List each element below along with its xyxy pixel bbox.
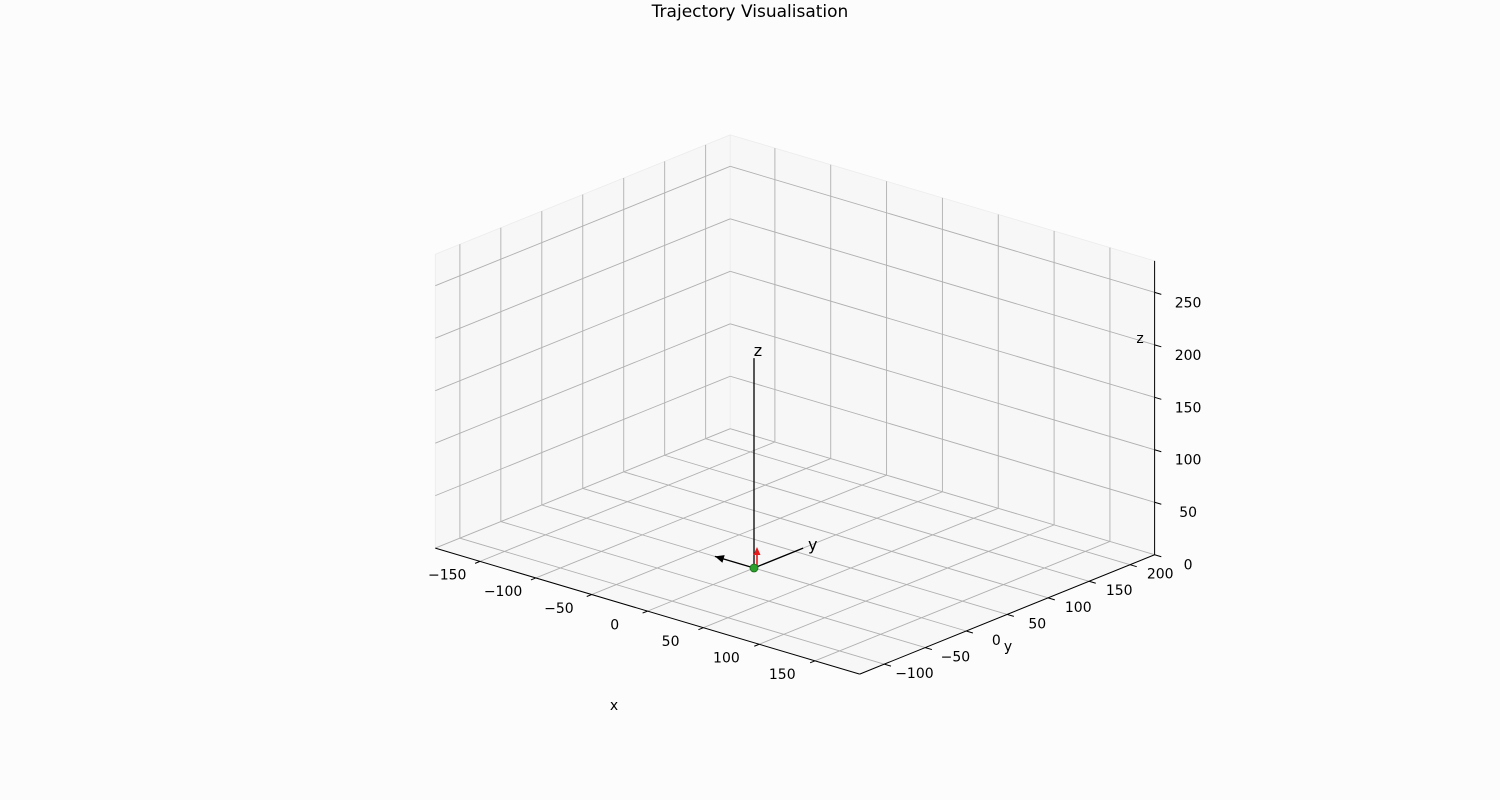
gridline-z-side xyxy=(435,323,731,444)
z-tick-mark xyxy=(1154,396,1162,400)
y-axis-label: y xyxy=(1004,639,1012,655)
y-tick-mark xyxy=(925,647,933,651)
y-tick-mark xyxy=(966,630,974,634)
y-tick-mark xyxy=(1088,580,1096,584)
gridline-y-floor xyxy=(500,521,926,649)
heading-arrow-head xyxy=(753,547,761,556)
y-tick-label: −50 xyxy=(941,650,971,666)
z-tick-mark xyxy=(1154,344,1162,348)
x-tick-label: −150 xyxy=(428,568,466,584)
y-tick-mark xyxy=(1007,613,1014,617)
marks-layer: zy xyxy=(714,341,817,573)
y-tick-mark xyxy=(1047,597,1055,601)
z-tick-mark xyxy=(1154,291,1162,295)
gridline-y-floor xyxy=(623,471,1049,599)
gridline-z-side xyxy=(435,218,731,339)
frame-axis-label-z: z xyxy=(754,341,762,360)
y-tick-label: 200 xyxy=(1147,567,1174,583)
z-tick-label: 100 xyxy=(1175,453,1202,469)
y-tick-label: −100 xyxy=(895,666,933,682)
gridline-z-back xyxy=(730,165,1155,293)
ticks-layer: −150 −100 −50 0 50 100 150 −100 −50 0 50 100 150 200 0… xyxy=(428,291,1202,683)
y-tick-label: 150 xyxy=(1106,583,1133,599)
x-tick-mark xyxy=(530,577,537,581)
frame-axis-y xyxy=(753,547,804,569)
x-tick-mark xyxy=(474,560,481,564)
y-tick-label: 0 xyxy=(992,633,1001,649)
y-tick-mark xyxy=(1129,564,1137,568)
x-tick-label: 50 xyxy=(662,634,680,650)
gridline-z-back xyxy=(730,428,1155,556)
gridline-z-back xyxy=(730,218,1155,346)
x-tick-mark xyxy=(586,594,592,597)
z-axis-label: z xyxy=(1136,331,1143,347)
x-tick-mark xyxy=(809,660,816,664)
x-tick-label: 150 xyxy=(769,667,796,683)
gridline-y-floor xyxy=(664,454,1090,582)
z-tick-label: 200 xyxy=(1175,348,1202,364)
gridline-y-floor xyxy=(459,537,885,665)
grid-layer xyxy=(434,134,1156,675)
gridline-z-side xyxy=(435,165,731,287)
z-tick-label: 0 xyxy=(1184,558,1193,574)
gridline-z-back xyxy=(730,270,1155,398)
x-tick-mark xyxy=(754,643,760,647)
y-tick-mark xyxy=(884,663,892,667)
frame-axis-arrowhead xyxy=(714,555,725,563)
x-tick-label: −100 xyxy=(484,584,522,600)
chart-title: Trajectory Visualisation xyxy=(651,2,849,22)
gridline-z-back xyxy=(730,375,1155,503)
y-tick-label: 50 xyxy=(1028,616,1046,632)
z-tick-mark xyxy=(1154,554,1162,558)
x-tick-label: 100 xyxy=(713,651,740,667)
x-tick-label: −50 xyxy=(544,601,574,617)
x-tick-label: 0 xyxy=(610,617,619,633)
gridline-y-floor xyxy=(705,438,1131,566)
z-tick-label: 150 xyxy=(1175,400,1202,416)
gridline-z-back xyxy=(730,323,1155,451)
x-axis-label: x xyxy=(610,698,618,714)
gridline-z-side xyxy=(435,375,731,497)
z-tick-mark xyxy=(1154,449,1162,453)
z-tick-label: 250 xyxy=(1175,295,1202,311)
gridline-z-side xyxy=(435,428,731,549)
z-tick-label: 50 xyxy=(1179,505,1197,521)
x-tick-mark xyxy=(698,627,704,631)
gridline-z-side xyxy=(435,270,731,392)
trajectory-point xyxy=(749,563,759,573)
z-tick-mark xyxy=(1154,501,1162,505)
frame-axis-label-y: y xyxy=(808,535,817,554)
y-tick-label: 100 xyxy=(1065,600,1092,616)
x-tick-mark xyxy=(642,610,648,614)
